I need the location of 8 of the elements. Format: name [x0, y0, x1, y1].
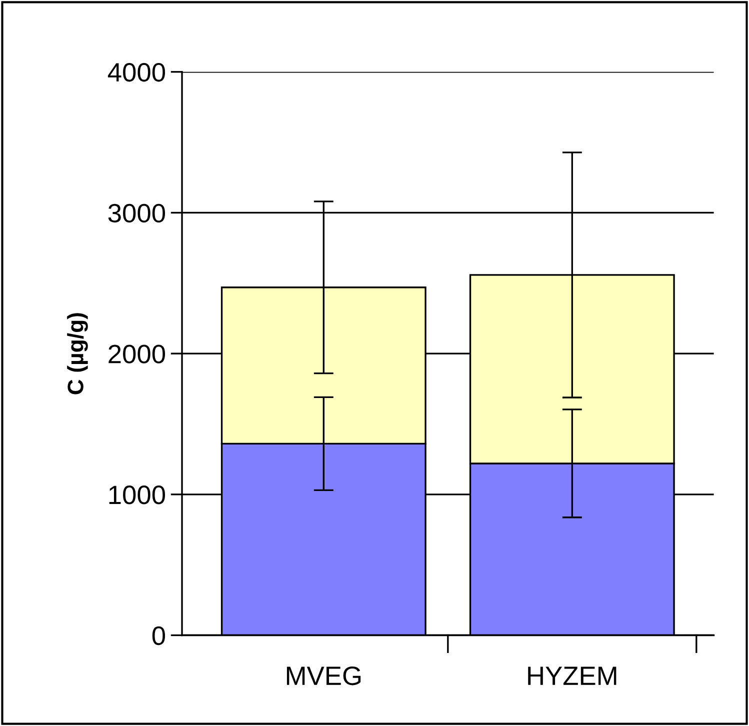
x-tick-label: HYZEM	[528, 666, 616, 685]
x-tick-label: MVEG	[286, 666, 361, 686]
y-tick-label: 2000	[108, 344, 166, 364]
y-tick-label: 4000	[108, 63, 166, 82]
y-tick-label: 1000	[109, 486, 166, 504]
y-axis-title: C (µg/g)	[67, 313, 88, 394]
y-tick-label: 0	[152, 626, 166, 646]
y-tick-label: 3000	[108, 204, 166, 223]
